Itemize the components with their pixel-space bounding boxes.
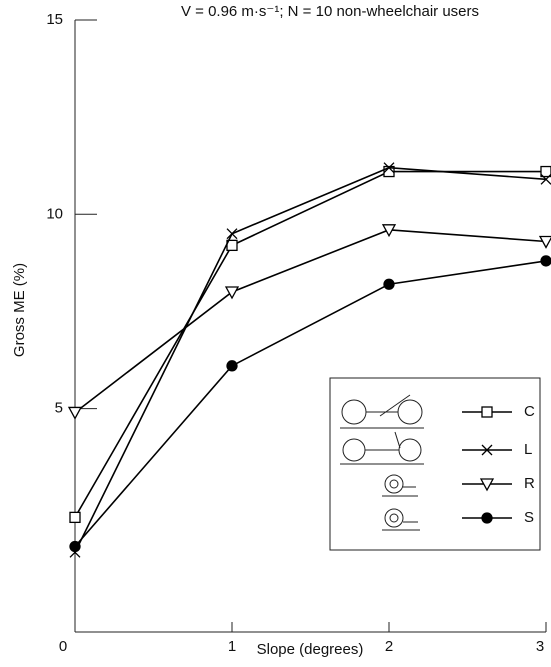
y-tick-label: 15 (46, 11, 63, 28)
x-tick-label: 3 (536, 638, 544, 655)
icon-s (382, 508, 420, 531)
y-axis-label: Gross ME (%) (11, 263, 28, 357)
marker (481, 512, 493, 524)
marker (226, 228, 238, 240)
chart-title: V = 0.96 m·s⁻¹; N = 10 non-wheelchair us… (181, 3, 479, 20)
series-line (74, 229, 547, 414)
marker (540, 255, 551, 267)
x-axis-label: Slope (degrees) (257, 641, 364, 658)
marker (383, 162, 395, 174)
icon-l (340, 431, 424, 465)
series-line (74, 170, 546, 518)
marker (67, 406, 83, 420)
marker (226, 360, 238, 372)
y-tick-label: 10 (46, 205, 63, 222)
x-tick-label: 0 (59, 638, 67, 655)
marker (540, 173, 551, 185)
marker (540, 165, 551, 178)
legend-label: S (524, 509, 534, 526)
marker (69, 511, 81, 524)
marker (481, 444, 493, 456)
legend: C LRS (329, 377, 541, 551)
legend-label: R (524, 475, 535, 492)
x-tick-label: 2 (385, 638, 393, 655)
marker (538, 235, 551, 249)
marker (224, 286, 240, 300)
marker (479, 478, 495, 492)
series-line (74, 166, 547, 553)
legend-label: L (524, 441, 532, 458)
x-tick-label: 1 (228, 638, 236, 655)
marker (481, 406, 493, 418)
y-tick-label: 5 (55, 400, 63, 417)
marker (383, 278, 395, 290)
marker (383, 165, 395, 178)
series-line (74, 260, 547, 548)
marker (381, 224, 397, 238)
legend-label: C (524, 403, 535, 420)
icon-c (340, 394, 424, 429)
marker (69, 540, 81, 553)
icon-r (382, 474, 418, 497)
